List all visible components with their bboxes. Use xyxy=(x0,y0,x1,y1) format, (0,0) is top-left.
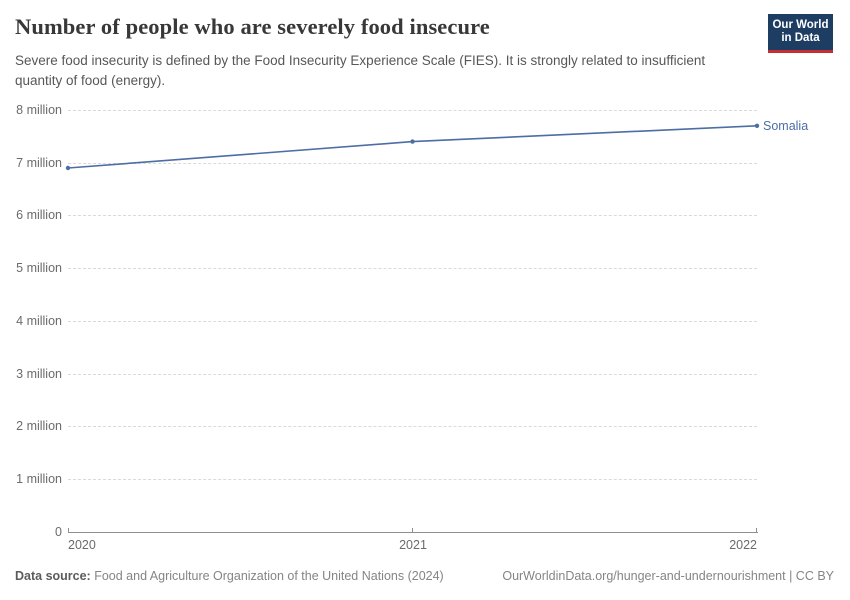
series-label-somalia[interactable]: Somalia xyxy=(763,119,809,133)
gridline-5m xyxy=(68,268,757,269)
y-tick-label: 8 million xyxy=(16,103,62,117)
x-tick-label-2021: 2021 xyxy=(399,538,427,552)
chart-subtitle: Severe food insecurity is defined by the… xyxy=(15,53,706,88)
x-axis-line xyxy=(68,532,758,533)
owid-logo-line1: Our World xyxy=(772,19,829,31)
gridline-8m xyxy=(68,110,757,111)
y-tick-label: 3 million xyxy=(16,367,62,381)
x-tick-label-2020: 2020 xyxy=(68,538,96,552)
gridline-6m xyxy=(68,215,757,216)
y-tick-label: 6 million xyxy=(16,208,62,222)
x-tick-mark-2022 xyxy=(756,528,757,532)
gridline-3m xyxy=(68,374,757,375)
data-source-label: Data source: xyxy=(15,569,91,583)
gridline-4m xyxy=(68,321,757,322)
y-tick-label: 4 million xyxy=(16,314,62,328)
gridline-1m xyxy=(68,479,757,480)
y-tick-label: 7 million xyxy=(16,156,62,170)
y-tick-label: 2 million xyxy=(16,419,62,433)
x-tick-mark-2021 xyxy=(412,528,413,532)
x-tick-label-2022: 2022 xyxy=(729,538,757,552)
y-tick-label: 5 million xyxy=(16,261,62,275)
owid-url-link[interactable]: OurWorldinData.org/hunger-and-undernouri… xyxy=(502,569,834,583)
data-source-note: Data source: Food and Agriculture Organi… xyxy=(15,569,444,583)
page-title: Number of people who are severely food i… xyxy=(15,14,490,39)
y-tick-label: 1 million xyxy=(16,472,62,486)
x-tick-mark-2020 xyxy=(68,528,69,532)
owid-logo-line2: in Data xyxy=(781,32,820,44)
owid-logo[interactable]: Our World in Data xyxy=(768,14,833,53)
y-tick-label-zero: 0 xyxy=(55,525,62,539)
gridline-2m xyxy=(68,426,757,427)
gridline-7m xyxy=(68,163,757,164)
data-source-text: Food and Agriculture Organization of the… xyxy=(90,569,444,583)
